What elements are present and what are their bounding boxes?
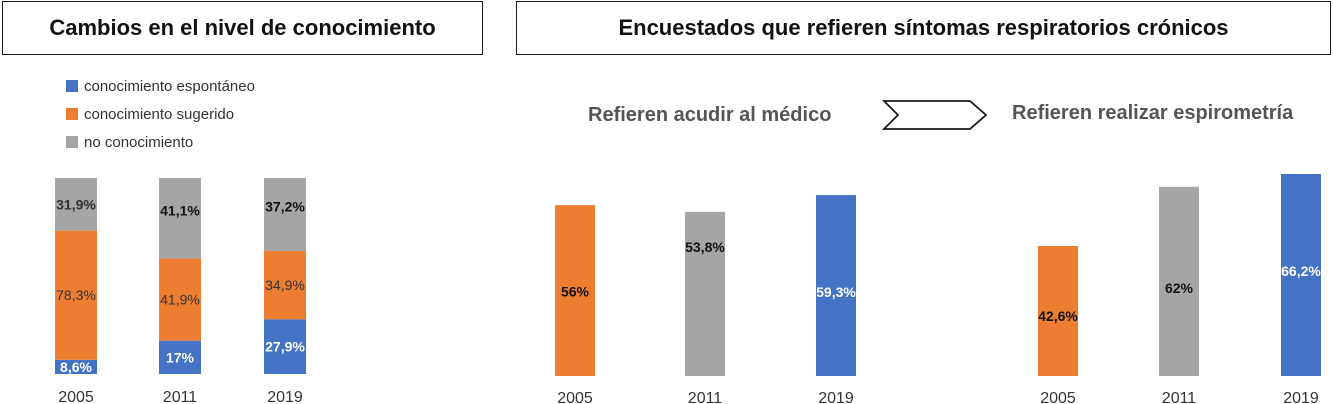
stacked-bar-segment (159, 178, 201, 259)
x-tick-label: 2011 (1162, 390, 1197, 404)
bar (1038, 246, 1078, 376)
spirometry-subtitle: Refieren realizar espirometría (1012, 102, 1294, 124)
bar (816, 195, 856, 376)
bar-value-label: 31,9% (56, 196, 96, 212)
bar-value-label: 41,9% (160, 292, 200, 308)
bar (555, 205, 595, 376)
x-tick-label: 2011 (688, 390, 723, 404)
stacked-bar-segment (55, 178, 97, 231)
chart-legend: conocimiento espontáneo conocimiento sug… (66, 72, 255, 156)
legend-label: no conocimiento (84, 133, 194, 151)
bar (685, 211, 725, 376)
legend-label: conocimiento espontáneo (84, 77, 255, 95)
legend-item-suggested: conocimiento sugerido (66, 100, 255, 128)
legend-swatch (66, 108, 78, 120)
x-tick-label: 2005 (58, 389, 94, 404)
bar (1281, 174, 1321, 376)
doctor-visit-subtitle: Refieren acudir al médico (588, 104, 832, 126)
stacked-bar-segment (264, 250, 306, 320)
legend-item-no-knowledge: no conocimiento (66, 128, 255, 156)
bar-value-label: 41,1% (160, 202, 200, 218)
legend-item-spontaneous: conocimiento espontáneo (66, 72, 255, 100)
stacked-bar-segment (159, 258, 201, 341)
bar-value-label: 37,2% (265, 198, 305, 214)
bar-value-label: 62% (1165, 280, 1194, 296)
stacked-bar-segment (55, 359, 97, 374)
bar-value-label: 78,3% (56, 287, 96, 303)
bar (1159, 186, 1199, 376)
bar-value-label: 53,8% (685, 239, 725, 255)
bar-value-label: 66,2% (1281, 263, 1321, 279)
x-tick-label: 2005 (1040, 390, 1076, 404)
legend-swatch (66, 80, 78, 92)
bar-value-label: 56% (561, 284, 590, 300)
x-tick-label: 2019 (1283, 390, 1319, 404)
x-tick-label: 2019 (818, 390, 854, 404)
legend-swatch (66, 136, 78, 148)
stacked-bar-segment (264, 178, 306, 251)
knowledge-chart-title: Cambios en el nivel de conocimiento (2, 1, 483, 55)
bar-value-label: 27,9% (265, 339, 305, 355)
bar-value-label: 17% (166, 349, 195, 365)
bar-value-label: 34,9% (265, 277, 305, 293)
stacked-bar-segment (264, 319, 306, 374)
x-tick-label: 2011 (163, 389, 198, 404)
legend-label: conocimiento sugerido (84, 105, 235, 123)
stacked-bar-segment (159, 340, 201, 374)
x-tick-label: 2005 (557, 390, 593, 404)
stacked-bar-segment (55, 230, 97, 360)
bar-value-label: 8,6% (60, 359, 92, 375)
chevron-arrow-icon (881, 100, 988, 130)
bar-value-label: 59,3% (816, 284, 856, 300)
symptoms-panel-title: Encuestados que refieren síntomas respir… (516, 1, 1331, 55)
bar-value-label: 42,6% (1038, 308, 1078, 324)
x-tick-label: 2019 (267, 389, 303, 404)
